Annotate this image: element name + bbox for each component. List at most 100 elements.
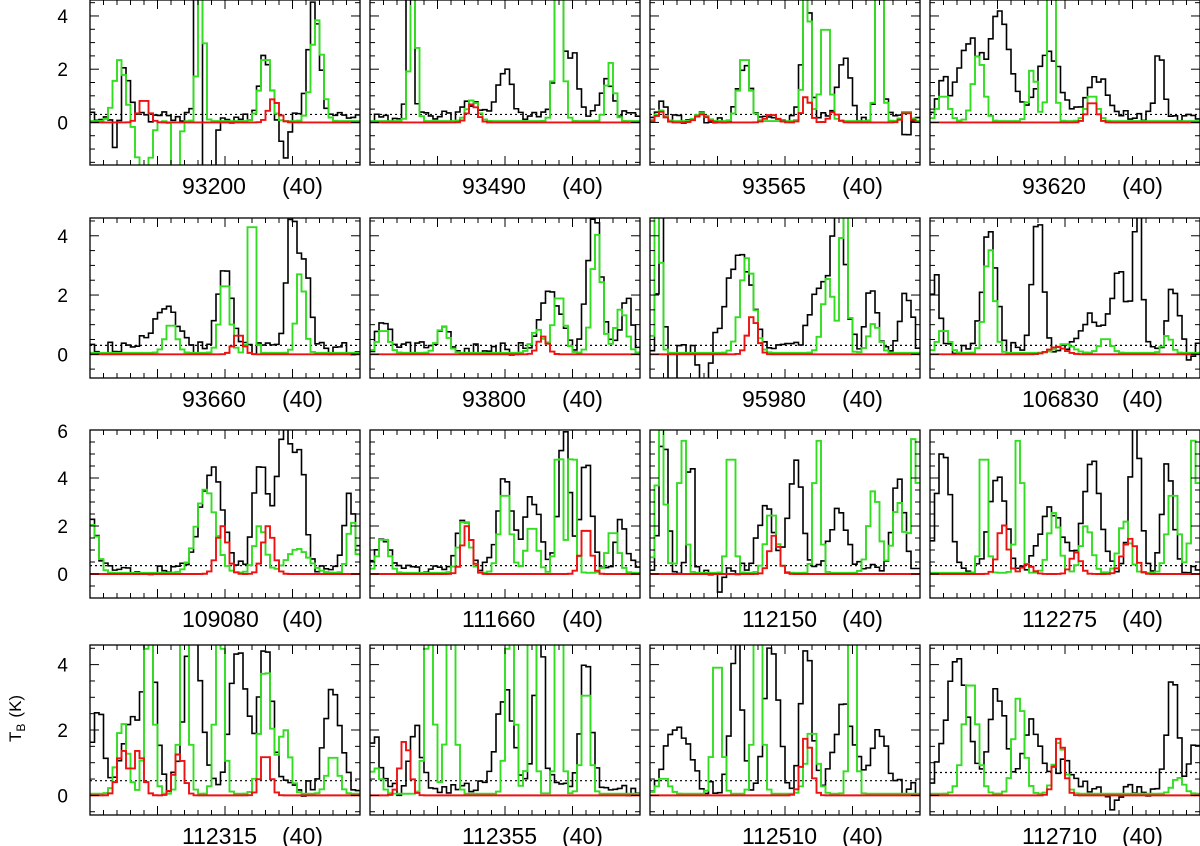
- model-species-trace: [90, 525, 360, 575]
- observed-trace: [90, 0, 360, 165]
- y-axis-title-main: T: [6, 732, 25, 742]
- model-total-trace: [370, 645, 640, 795]
- model-species-trace: [930, 346, 1200, 356]
- y-tick-label: 2: [57, 286, 68, 307]
- model-total-trace: [930, 439, 1200, 574]
- observed-trace: [650, 218, 920, 378]
- observed-trace: [650, 445, 920, 593]
- y-tick-label: 2: [57, 517, 68, 538]
- spectrum-panel-93800: 93800 (40): [369, 217, 641, 412]
- model-total-trace: [650, 430, 920, 574]
- y-tick-label: 4: [57, 227, 68, 248]
- panel-window: (40): [1122, 823, 1163, 846]
- model-species-trace: [90, 749, 360, 797]
- y-tick-label: 0: [57, 345, 68, 366]
- model-total-trace: [650, 218, 920, 354]
- model-total-trace: [930, 249, 1200, 354]
- y-tick-label: 4: [57, 656, 68, 677]
- panel-window: (40): [842, 386, 883, 412]
- panel-frequency-label: 93200 (40): [182, 173, 323, 199]
- y-axis-title-sub: B: [14, 724, 28, 732]
- y-tick-label: 4: [57, 7, 68, 28]
- observed-trace: [930, 218, 1200, 361]
- model-species-trace: [650, 534, 920, 575]
- panel-frequency: 93660: [182, 386, 246, 412]
- model-total-trace: [650, 645, 920, 795]
- spectrum-panel-93620: 93620 (40): [929, 0, 1200, 199]
- model-species-trace: [370, 103, 640, 124]
- spectrum-panel-112315: 0 2 4 112315 (40): [57, 644, 361, 846]
- panel-frequency: 93565: [742, 173, 806, 199]
- y-axis-title: TB (K): [4, 680, 28, 760]
- model-species-trace: [650, 316, 920, 356]
- panel-frequency: 112355: [462, 823, 537, 846]
- spectrum-panel-93490: 93490 (40): [369, 0, 641, 199]
- panel-frequency: 112150: [742, 606, 817, 632]
- panel-window: (40): [562, 173, 603, 199]
- y-tick-label: 2: [57, 60, 68, 81]
- panel-frequency: 109080: [182, 606, 259, 632]
- spectrum-panel-112150: 112150 (40): [649, 429, 921, 632]
- spectrum-panel-112710: 112710 (40): [929, 644, 1200, 846]
- observed-trace: [370, 0, 640, 123]
- y-axis-title-unit: (K): [6, 695, 25, 718]
- svg-text:TB(K): TB (K): [6, 695, 28, 742]
- observed-trace: [370, 430, 640, 575]
- panel-frequency: 112315: [182, 823, 257, 846]
- model-species-trace: [650, 737, 920, 797]
- panel-frequency-label: 93490 (40): [462, 173, 603, 199]
- panel-frame: [649, 0, 921, 166]
- y-tick-label: 2: [57, 721, 68, 742]
- observed-trace: [930, 430, 1200, 575]
- observed-trace: [90, 218, 360, 356]
- panel-frequency-label: 93565 (40): [742, 173, 883, 199]
- panel-window: (40): [1122, 386, 1163, 412]
- panel-window: (40): [282, 606, 323, 632]
- spectrum-panel-93200: 0 2 4 93200 (40): [57, 0, 361, 199]
- model-species-trace: [90, 334, 360, 356]
- model-total-trace: [370, 233, 640, 354]
- panel-frequency: 93200: [182, 173, 246, 199]
- panel-frequency: 95980: [742, 386, 806, 412]
- y-tick-label: 0: [57, 113, 68, 134]
- panel-window: (40): [842, 823, 883, 846]
- panel-frequency-label: 112710 (40): [1022, 823, 1163, 846]
- observed-trace: [370, 218, 640, 356]
- spectrum-panel-112355: 112355 (40): [369, 644, 641, 846]
- model-total-trace: [370, 458, 640, 574]
- panel-frequency: 112510: [742, 823, 817, 846]
- model-species-trace: [650, 96, 920, 124]
- model-total-trace: [90, 226, 360, 354]
- panel-window: (40): [562, 823, 603, 846]
- observed-trace: [90, 430, 360, 576]
- panel-window: (40): [282, 173, 323, 199]
- model-species-trace: [370, 740, 640, 797]
- panel-window: (40): [282, 386, 323, 412]
- model-species-trace: [370, 335, 640, 356]
- panel-frequency: 112275: [1022, 606, 1097, 632]
- panel-frequency: 106830: [1022, 386, 1099, 412]
- panel-frequency: 111660: [462, 606, 535, 632]
- panel-frequency: 93800: [462, 386, 526, 412]
- panel-frequency-label: 112315 (40): [182, 823, 323, 846]
- panel-window: (40): [562, 606, 603, 632]
- panel-frequency: 112710: [1022, 823, 1097, 846]
- model-species-trace: [930, 524, 1200, 575]
- spectrum-panel-106830: 106830 (40): [929, 217, 1200, 412]
- y-tick-label: 0: [57, 786, 68, 807]
- panel-frame: [929, 0, 1200, 166]
- spectrum-panel-93565: 93565 (40): [649, 0, 921, 199]
- panel-window: (40): [1122, 606, 1163, 632]
- observed-trace: [650, 645, 920, 796]
- panel-window: (40): [842, 173, 883, 199]
- model-total-trace: [370, 0, 640, 123]
- model-species-trace: [930, 737, 1200, 797]
- panel-frequency-label: 112275 (40): [1022, 606, 1163, 632]
- observed-trace: [930, 10, 1200, 122]
- observed-trace: [930, 658, 1200, 811]
- panel-frequency-label: 93800 (40): [462, 386, 603, 412]
- model-species-trace: [930, 102, 1200, 124]
- panel-window: (40): [282, 823, 323, 846]
- y-tick-label: 0: [57, 565, 68, 586]
